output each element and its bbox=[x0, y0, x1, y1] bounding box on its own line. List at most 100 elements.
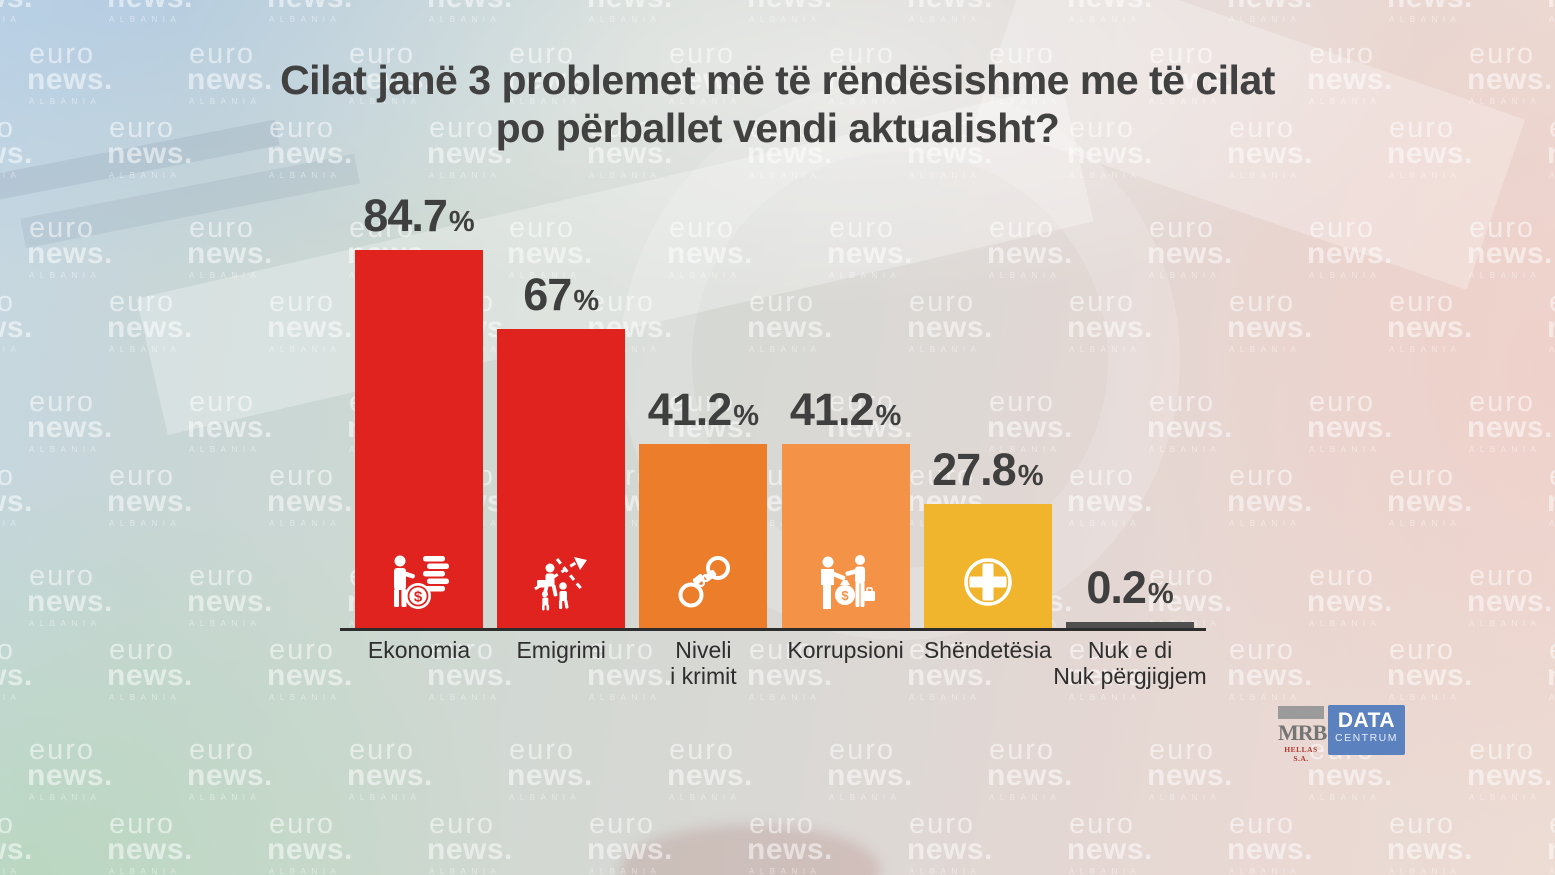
watermark-line-euro: euro bbox=[909, 460, 976, 492]
watermark-line-euro: euro bbox=[109, 112, 176, 144]
watermark-line-news: news. bbox=[0, 659, 33, 692]
watermark-line-albania: ALBANIA bbox=[1069, 693, 1142, 702]
watermark-line-news: news. bbox=[427, 833, 513, 866]
watermark-line-albania: ALBANIA bbox=[1149, 445, 1222, 454]
watermark-line-albania: ALBANIA bbox=[349, 97, 422, 106]
watermark-line-albania: ALBANIA bbox=[1389, 345, 1462, 354]
watermark-line-news: news. bbox=[187, 237, 273, 270]
watermark-line-euro: euro bbox=[1149, 38, 1216, 70]
watermark-line-euro: euro bbox=[909, 286, 976, 318]
category-label-line: Nuk përgjigjem bbox=[1053, 663, 1207, 689]
watermark-line-albania: ALBANIA bbox=[1229, 171, 1302, 180]
watermark-line-news: news. bbox=[0, 311, 33, 344]
watermark-line-news: news. bbox=[907, 659, 993, 692]
watermark-line-news: news. bbox=[1467, 63, 1553, 96]
watermark-line-euro: euro bbox=[1469, 734, 1536, 766]
watermark-line-euro: euro bbox=[909, 808, 976, 840]
bar-value-number: 84.7 bbox=[363, 189, 448, 241]
watermark-line-news: news. bbox=[827, 237, 913, 270]
chart-title-line2: po përballet vendi aktualisht? bbox=[495, 105, 1060, 151]
watermark-line-news: news. bbox=[1547, 661, 1555, 691]
bar-category-label-ekonomia: Ekonomia bbox=[309, 637, 529, 663]
bar-value-label-niveli-i-krimit: 41.2% bbox=[603, 384, 803, 436]
watermark-line-news: news. bbox=[1547, 139, 1555, 169]
bar-nuk-e-di bbox=[1066, 622, 1194, 628]
watermark-line-news: news. bbox=[427, 659, 513, 692]
economy-icon: $ bbox=[387, 553, 451, 616]
watermark-line-euro: euro bbox=[829, 38, 896, 70]
watermark-line-albania: ALBANIA bbox=[1309, 619, 1382, 628]
watermark-line-news: news. bbox=[187, 759, 273, 792]
watermark-line-albania: ALBANIA bbox=[1389, 171, 1462, 180]
watermark-line-news: news. bbox=[1147, 63, 1233, 96]
watermark-line-news: news. bbox=[1387, 0, 1473, 13]
watermark-line-news: news. bbox=[667, 63, 753, 96]
watermark-line-euro: euro bbox=[1229, 286, 1296, 318]
watermark-line-euro: euro bbox=[1229, 112, 1296, 144]
watermark-line-news: news. bbox=[427, 137, 513, 170]
watermark-line-albania: ALBANIA bbox=[1069, 519, 1142, 528]
watermark-line-news: news. bbox=[1307, 411, 1393, 444]
watermark-line-news: news. bbox=[747, 311, 833, 344]
watermark-line-euro: euro bbox=[429, 634, 496, 666]
watermark-line-albania: ALBANIA bbox=[29, 793, 102, 802]
bar-category-label-nuk-e-di: Nuk e di Nuk përgjigjem bbox=[1020, 637, 1240, 689]
watermark-line-albania: ALBANIA bbox=[109, 519, 182, 528]
watermark-line-euro: euro bbox=[1547, 636, 1555, 665]
watermark-line-euro: euro bbox=[29, 212, 96, 244]
bar-value-label-ekonomia: 84.7% bbox=[319, 190, 519, 242]
watermark-line-albania: ALBANIA bbox=[1069, 867, 1142, 875]
watermark-line-news: news. bbox=[27, 237, 113, 270]
watermark-line-euro: euro bbox=[1229, 808, 1296, 840]
watermark-line-euro: euro bbox=[1389, 286, 1456, 318]
watermark-line-albania: ALBANIA bbox=[1389, 519, 1462, 528]
watermark-line-albania: ALBANIA bbox=[829, 271, 902, 280]
watermark-line-albania: ALBANIA bbox=[0, 171, 22, 180]
watermark-line-albania: ALBANIA bbox=[1389, 693, 1462, 702]
watermark-line-euro: euro bbox=[669, 38, 736, 70]
watermark-line-euro: euro bbox=[989, 212, 1056, 244]
watermark-line-euro: euro bbox=[1469, 38, 1536, 70]
watermark-line-albania: ALBANIA bbox=[189, 445, 262, 454]
watermark-line-albania: ALBANIA bbox=[909, 693, 982, 702]
watermark-line-euro: euro bbox=[269, 460, 336, 492]
percent-sign: % bbox=[733, 400, 760, 433]
watermark-line-euro: euro bbox=[669, 386, 736, 418]
bar-value-label-nuk-e-di: 0.2% bbox=[1030, 562, 1230, 614]
watermark-line-albania: ALBANIA bbox=[429, 171, 502, 180]
category-label-line: Ekonomia bbox=[367, 637, 471, 663]
watermark-line-news: news. bbox=[1067, 833, 1153, 866]
watermark-line-albania: ALBANIA bbox=[989, 445, 1062, 454]
watermark-line-euro: euro bbox=[29, 734, 96, 766]
watermark-line-news: news. bbox=[907, 833, 993, 866]
watermark-line-euro: euro bbox=[1469, 212, 1536, 244]
watermark-line-news: news. bbox=[1067, 0, 1153, 13]
category-label-line: Shëndetësia bbox=[923, 637, 1052, 663]
bar-value-label-emigrimi: 67% bbox=[461, 269, 661, 321]
watermark-line-albania: ALBANIA bbox=[749, 171, 822, 180]
watermark-line-news: news. bbox=[1067, 659, 1153, 692]
